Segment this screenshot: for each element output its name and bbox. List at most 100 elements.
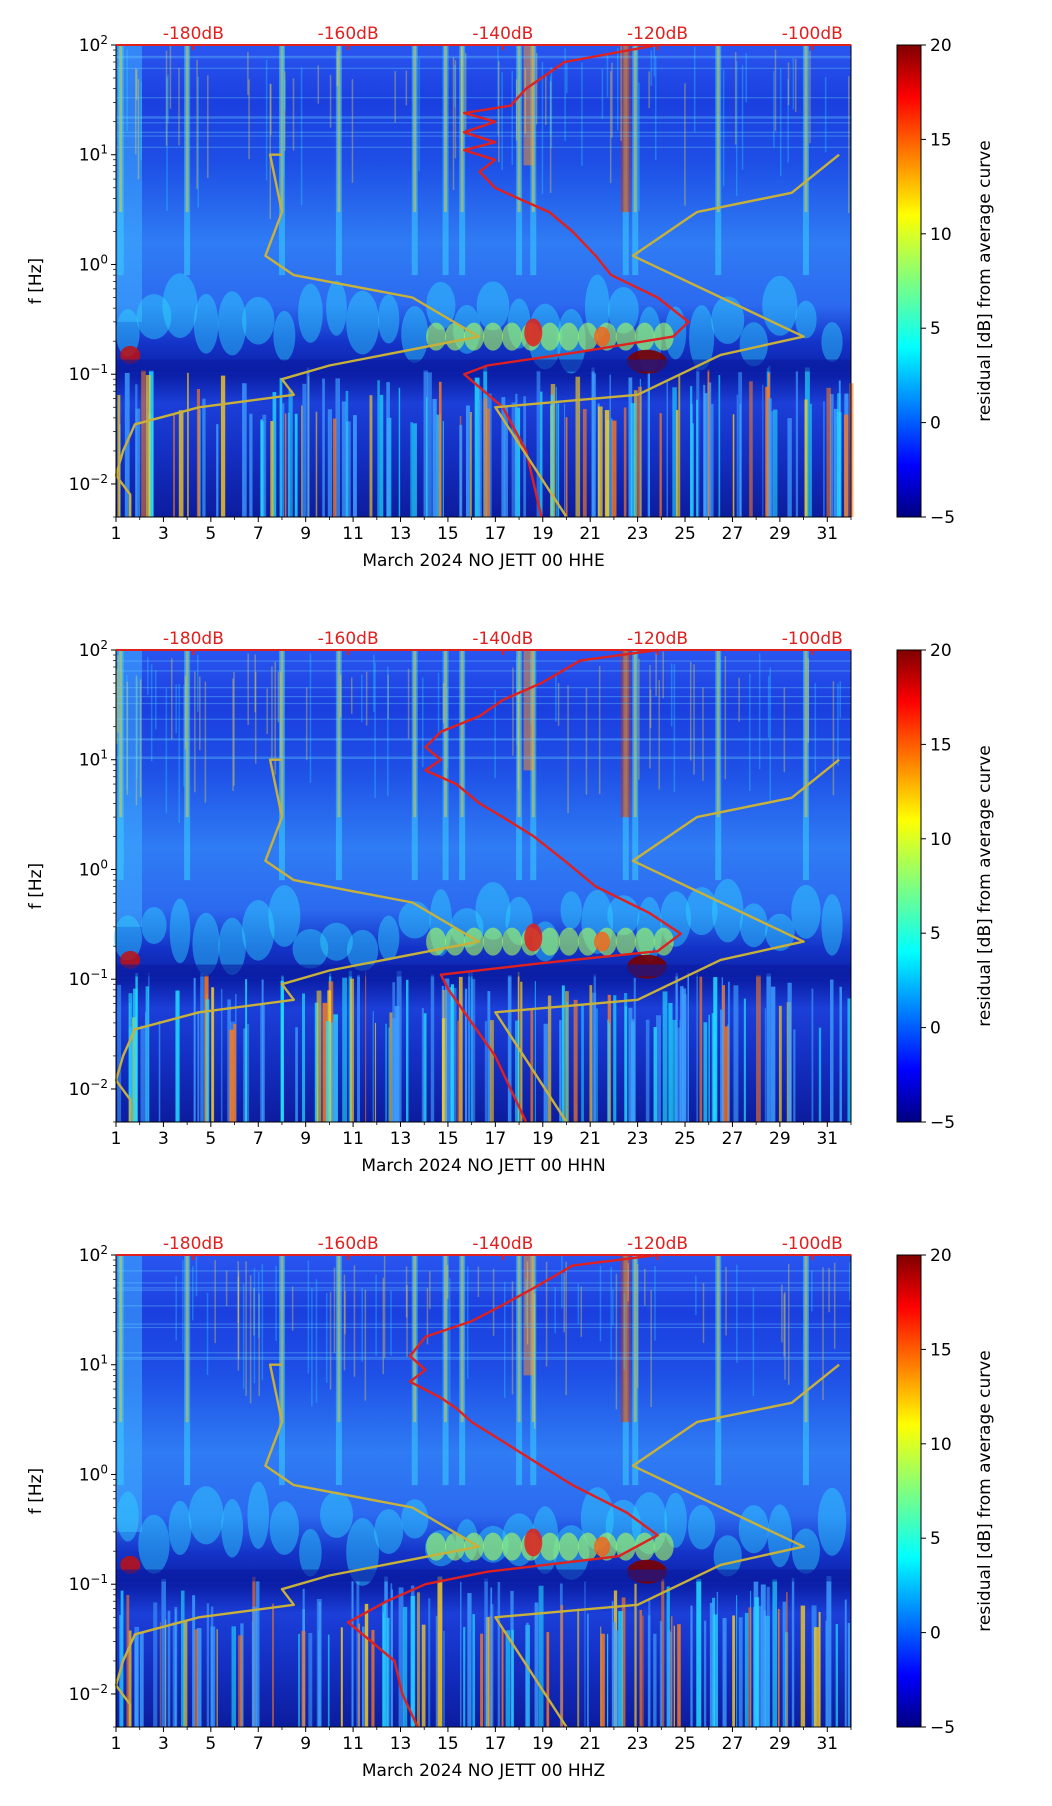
streak [512,667,514,756]
streak [735,1595,738,1727]
streak [837,683,839,766]
streak [255,1581,260,1727]
streak [497,1581,501,1727]
colorbar-gradient [896,1254,922,1728]
streak [756,975,761,1122]
streak [766,1586,770,1727]
streak [322,378,325,517]
streak [421,1624,426,1727]
streak [707,382,712,517]
streak [564,403,566,517]
streak [681,988,686,1122]
blob [482,1532,503,1561]
streak [315,411,318,517]
streak [386,382,390,517]
streak [159,1622,161,1727]
streak [351,1580,354,1727]
streak [135,68,137,155]
streak [741,64,744,170]
streak [126,674,128,790]
streak [231,1626,237,1727]
streak [398,1587,404,1727]
streak [335,1255,342,1486]
streak [374,662,376,798]
streak [591,367,595,517]
streak [353,415,357,517]
streak [448,1278,451,1407]
streak [345,421,351,517]
streak [779,68,782,177]
streak [437,1576,443,1727]
streak [757,1605,763,1727]
x-tick-label: 27 [722,1129,744,1149]
x-tick-label: 25 [674,1734,696,1754]
streak [444,1255,448,1423]
streak [824,77,827,153]
streak [342,977,347,1122]
colorbar-tick-label: 10 [930,1435,952,1455]
streak [118,65,120,106]
streak [261,1264,264,1381]
streak [317,65,320,104]
blob [168,1500,192,1556]
blob [320,922,353,961]
blob [162,273,198,338]
blob [607,287,639,334]
streak [774,49,777,131]
streak [561,985,565,1122]
streak [421,1008,424,1122]
streak [559,1020,562,1122]
streak [136,676,138,779]
blob [273,310,296,361]
streak [474,377,480,517]
streak [614,1630,620,1727]
streak [744,1612,749,1727]
blob [169,898,191,964]
streak [464,52,467,130]
streak [611,1601,614,1727]
streak [767,675,770,739]
curve-average-psd [424,648,682,1123]
streak [246,1023,250,1122]
streak [813,1627,819,1727]
streak [116,668,118,744]
streak [673,664,676,793]
streak [478,387,482,517]
x-tick-label: 31 [816,1734,838,1754]
x-axis-label: March 2024 NO JETT 00 HHN [361,1156,605,1176]
streak [724,656,727,780]
streak [519,55,521,102]
streak [623,1293,626,1370]
streak [382,1603,386,1727]
hotspot [594,931,611,952]
streak [271,666,273,760]
streak [444,45,448,213]
streak [135,408,141,517]
streak [391,1018,397,1122]
y-tick-label: 100 [79,252,108,275]
streak [253,1268,256,1384]
streak [802,45,809,276]
streak [716,1591,719,1727]
quiet-gap [116,1569,851,1582]
streak [280,980,284,1122]
streak [835,1624,839,1727]
streak [662,991,668,1122]
streak [307,1260,310,1374]
streak [732,1615,735,1727]
streak [523,650,534,771]
x-tick-label: 9 [300,1129,311,1149]
db-tick-label: -160dB [318,629,379,649]
streak [718,375,721,517]
streak [172,1622,176,1727]
harmonic-line [116,1287,851,1289]
streak [483,398,488,517]
streak [786,1592,788,1727]
colorbar-label: residual [dB] from average curve [975,140,995,421]
streak [554,1287,556,1334]
colorbar-tick-label: 0 [930,1019,941,1039]
streak [534,1602,539,1727]
streak [844,1599,847,1727]
streak [243,1028,247,1122]
streak [696,971,698,1122]
